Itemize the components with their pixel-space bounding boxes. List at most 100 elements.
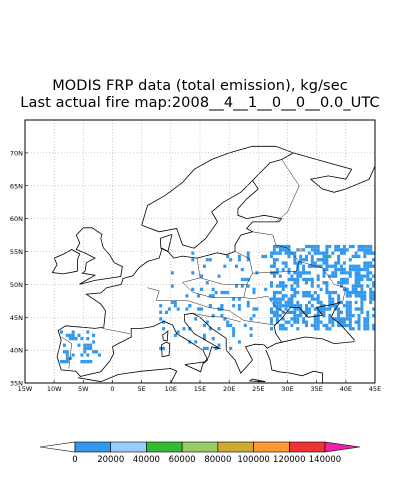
fire-cell [366, 251, 370, 255]
fire-cell [275, 317, 279, 321]
fire-cell [281, 284, 285, 288]
fire-cell [357, 248, 361, 252]
fire-cell [366, 261, 370, 265]
fire-cell [357, 264, 361, 268]
fire-cell [293, 294, 297, 298]
fire-cell [348, 290, 352, 295]
fire-cell [340, 277, 343, 282]
fire-cell [176, 330, 180, 334]
fire-cell [360, 304, 364, 308]
fire-cell [305, 294, 308, 298]
lat-tick-label: 70N [10, 149, 23, 157]
fire-cell [354, 271, 358, 275]
fire-cell [92, 350, 96, 354]
fire-cell [345, 314, 349, 318]
colorbar-segment [74, 441, 112, 453]
fire-cell-high [299, 248, 303, 252]
fire-cell [331, 274, 335, 278]
fire-cell [235, 264, 238, 268]
fire-cell [275, 290, 279, 295]
fire-cell [299, 254, 303, 259]
fire-cell [357, 307, 361, 311]
fire-cell [372, 251, 376, 255]
fire-cell [366, 244, 370, 249]
fire-cell [366, 271, 370, 275]
fire-cell [284, 264, 288, 268]
fire-cell [272, 258, 276, 262]
fire-cell [278, 307, 282, 311]
fire-cell [307, 271, 311, 275]
fire-cell [363, 264, 367, 268]
fire-cell [342, 248, 346, 252]
fire-cell [319, 310, 323, 314]
fire-cell [200, 274, 203, 278]
fire-cell [363, 290, 367, 295]
fire-cell [232, 297, 236, 301]
colorbar-label: 120000 [273, 455, 305, 465]
fire-cell [220, 307, 224, 311]
fire-cell [325, 248, 329, 252]
fire-cell [345, 277, 349, 282]
fire-cell [340, 300, 343, 305]
fire-cell [328, 300, 332, 305]
fire-cell [337, 254, 341, 259]
fire-cell [162, 320, 166, 324]
fire-cell [345, 248, 349, 252]
fire-cell [325, 264, 329, 268]
coastline-4 [265, 349, 323, 383]
fire-cell [249, 327, 253, 331]
fire-cell [191, 271, 195, 275]
fire-cell [305, 310, 308, 314]
fire-cell [240, 284, 244, 288]
fire-cell [348, 314, 352, 318]
fire-cell [372, 258, 376, 262]
fire-cell [62, 350, 66, 354]
fire-cell [328, 314, 332, 318]
fire-cell [310, 258, 314, 262]
lon-tick-label: 10W [47, 385, 62, 393]
border-6 [61, 336, 72, 369]
fire-cell [65, 356, 69, 360]
fire-cell [313, 317, 317, 321]
fire-cell [328, 290, 332, 295]
fire-cell [205, 346, 209, 351]
fire-cell [208, 294, 212, 298]
fire-cell [270, 320, 273, 324]
lon-tick-label: 45E [369, 385, 381, 393]
fire-cell [246, 254, 250, 259]
fire-cell [275, 304, 279, 308]
fire-cell [270, 264, 273, 268]
fire-cell [372, 314, 376, 318]
fire-cell [313, 297, 317, 301]
fire-cell [232, 327, 236, 331]
fire-cell [366, 314, 370, 318]
fire-cell [290, 323, 294, 328]
fire-cell [275, 244, 279, 249]
fire-cell [287, 244, 291, 249]
fire-cell [92, 340, 96, 344]
fire-cell [363, 297, 367, 301]
border-7 [192, 313, 241, 323]
fire-cell [369, 290, 373, 295]
fire-cell [243, 323, 247, 328]
fire-cell [334, 317, 338, 321]
fire-cell [337, 307, 341, 311]
coastline-10 [249, 378, 266, 383]
fire-cell [71, 353, 75, 357]
fire-cell [80, 353, 84, 357]
fire-cell [316, 284, 320, 288]
fire-cell [270, 284, 273, 288]
fire-cell [348, 274, 352, 278]
fire-cell [86, 353, 90, 357]
fire-cell [348, 271, 352, 275]
fire-cell [194, 340, 198, 344]
fire-cell [363, 317, 367, 321]
fire-cell [331, 304, 335, 308]
fire-cell [351, 287, 355, 291]
fire-cell [237, 254, 241, 259]
fire-cell [290, 297, 294, 301]
fire-cell [246, 284, 250, 288]
fire-cell [354, 274, 358, 278]
fire-cell [354, 281, 358, 285]
